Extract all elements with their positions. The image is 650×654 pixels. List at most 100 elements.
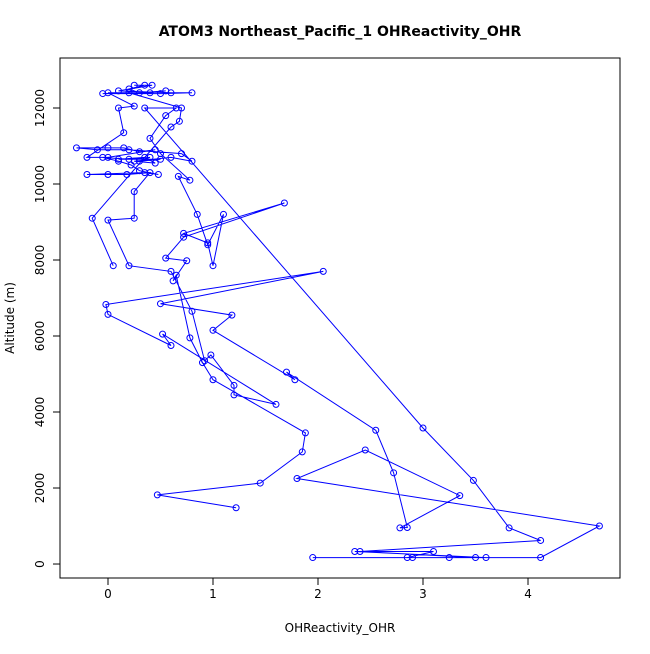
data-point — [293, 475, 301, 483]
x-tick-label: 1 — [209, 587, 217, 601]
data-point — [469, 476, 477, 484]
data-point — [291, 376, 299, 384]
data-point — [403, 524, 411, 532]
data-point — [174, 172, 182, 180]
data-point — [135, 148, 143, 156]
data-point — [130, 102, 138, 110]
data-point — [537, 536, 545, 544]
x-tick-label: 3 — [419, 587, 427, 601]
data-point — [146, 89, 154, 97]
x-tick-label: 4 — [524, 587, 532, 601]
data-point — [102, 300, 110, 308]
data-point — [130, 157, 138, 165]
data-point — [301, 429, 309, 437]
data-point — [219, 210, 227, 218]
data-point — [104, 153, 112, 161]
data-point — [201, 357, 209, 365]
data-point — [167, 267, 175, 275]
data-point — [120, 144, 128, 152]
data-point — [372, 426, 380, 434]
y-tick-label: 4000 — [33, 397, 47, 428]
data-point — [188, 307, 196, 315]
data-point — [148, 81, 156, 89]
data-point — [169, 277, 177, 285]
data-point — [177, 104, 185, 112]
data-point — [188, 157, 196, 165]
data-point — [430, 547, 438, 555]
data-point — [209, 262, 217, 270]
data-point — [230, 381, 238, 389]
data-point — [351, 547, 359, 555]
data-point — [83, 153, 91, 161]
plot-frame — [59, 57, 621, 579]
data-point — [135, 89, 143, 97]
data-point — [109, 262, 117, 270]
x-tick-label: 0 — [104, 587, 112, 601]
data-point — [403, 554, 411, 562]
data-point — [186, 176, 194, 184]
data-point — [309, 554, 317, 562]
y-tick-label: 0 — [33, 560, 47, 568]
data-point — [72, 144, 80, 152]
data-point — [114, 104, 122, 112]
y-tick-label: 8000 — [33, 245, 47, 276]
data-point — [104, 171, 112, 179]
data-point — [167, 123, 175, 131]
data-point — [99, 153, 107, 161]
data-point — [228, 311, 236, 319]
data-point — [361, 446, 369, 454]
y-axis-label: Altitude (m) — [3, 282, 17, 354]
data-point — [390, 469, 398, 477]
y-tick-label: 6000 — [33, 321, 47, 352]
data-point — [141, 81, 149, 89]
data-point — [175, 117, 183, 125]
data-point — [104, 216, 112, 224]
data-point — [146, 134, 154, 142]
data-point — [141, 153, 149, 161]
data-point — [204, 239, 212, 247]
data-point — [162, 112, 170, 120]
x-axis-label: OHReactivity_OHR — [285, 621, 396, 635]
data-point — [537, 554, 545, 562]
data-point — [104, 144, 112, 152]
data-point — [472, 554, 480, 562]
data-point — [156, 300, 164, 308]
data-point — [188, 89, 196, 97]
data-point — [167, 89, 175, 97]
data-point — [156, 90, 164, 98]
data-point — [172, 104, 180, 112]
data-point — [167, 342, 175, 350]
data-point — [186, 334, 194, 342]
data-point — [146, 153, 154, 161]
data-point — [595, 522, 603, 530]
x-tick-label: 2 — [314, 587, 322, 601]
y-tick-label: 10000 — [33, 165, 47, 203]
data-point — [120, 129, 128, 137]
data-point — [159, 330, 167, 338]
data-point — [456, 492, 464, 500]
data-point — [162, 254, 170, 262]
data-point — [104, 89, 112, 97]
data-point — [180, 229, 188, 237]
data-point — [93, 146, 101, 154]
data-point — [356, 547, 364, 555]
data-point — [204, 241, 212, 249]
chart-title: ATOM3 Northeast_Pacific_1 OHReactivity_O… — [159, 24, 522, 40]
data-point — [167, 153, 175, 161]
data-point — [319, 267, 327, 275]
data-point — [209, 326, 217, 334]
data-point — [282, 368, 290, 376]
data-point — [232, 504, 240, 512]
data-point — [125, 262, 133, 270]
data-point — [83, 171, 91, 179]
data-point — [99, 90, 107, 98]
data-point — [135, 167, 143, 175]
data-point — [298, 448, 306, 456]
data-point — [153, 491, 161, 499]
data-point — [151, 146, 159, 154]
data-point — [125, 89, 133, 97]
data-point — [114, 155, 122, 163]
data-point — [146, 169, 154, 177]
data-point — [409, 554, 417, 562]
